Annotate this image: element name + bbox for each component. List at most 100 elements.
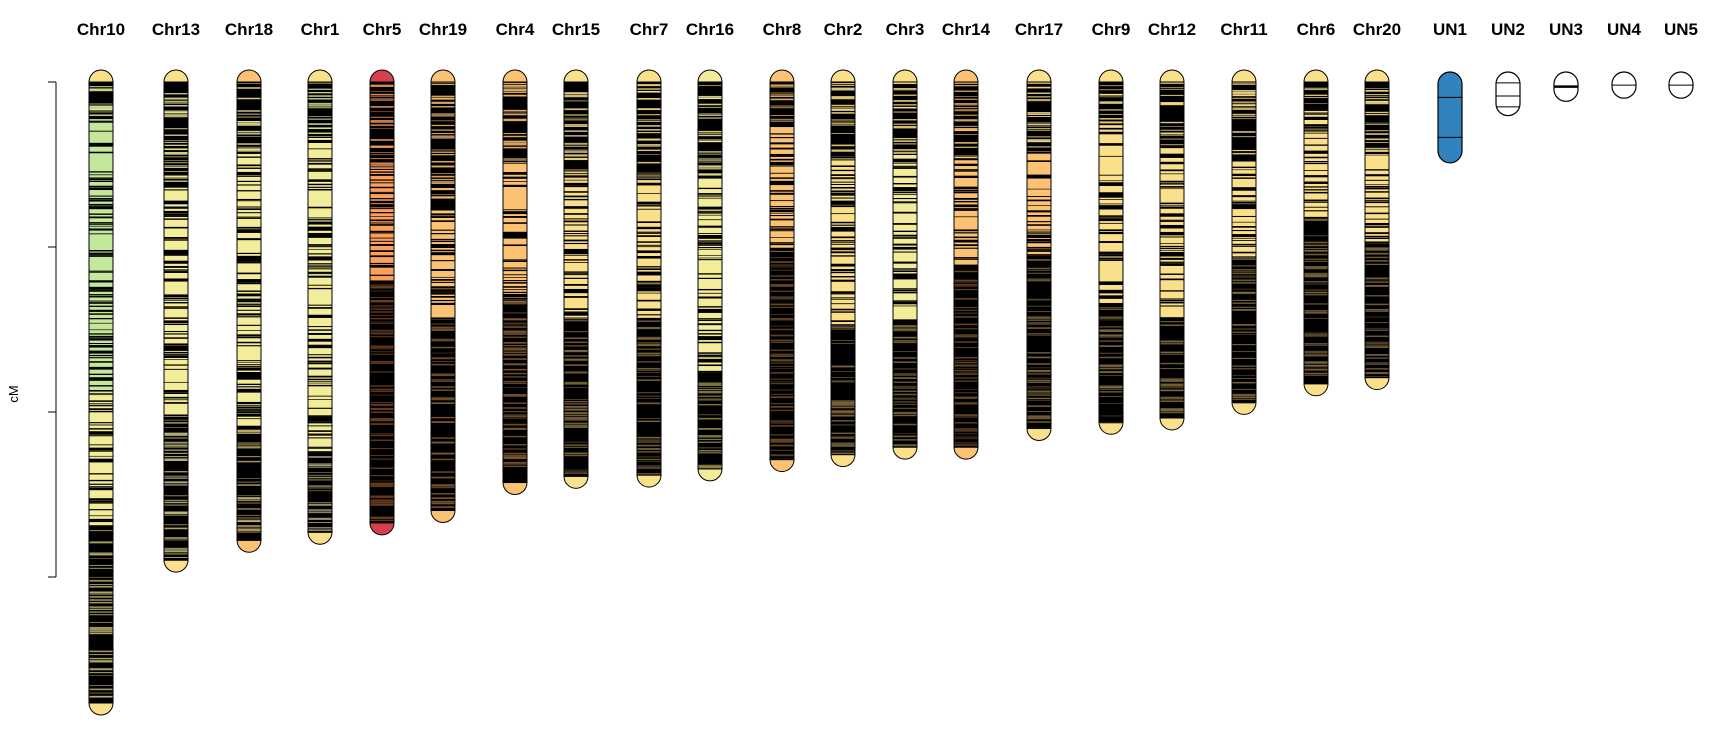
marker-band — [1365, 185, 1389, 188]
marker-band — [1027, 174, 1051, 177]
marker-band — [370, 351, 394, 353]
chromosome-label: Chr11 — [1220, 20, 1267, 39]
marker-band — [503, 185, 527, 188]
marker-band — [1232, 94, 1256, 95]
marker-band — [698, 257, 722, 259]
marker-band — [954, 229, 978, 232]
marker-band — [308, 382, 332, 384]
marker-band — [1304, 235, 1328, 237]
marker-band — [1160, 384, 1184, 385]
marker-band — [89, 343, 113, 344]
chromosome-label: UN4 — [1607, 20, 1642, 39]
marker-band — [1099, 241, 1123, 243]
marker-band — [1027, 356, 1051, 358]
density-zone — [1232, 162, 1256, 259]
marker-band — [308, 395, 332, 397]
marker-band — [1027, 322, 1051, 324]
marker-band — [1304, 368, 1328, 371]
marker-band — [831, 327, 855, 329]
marker-band — [370, 458, 394, 460]
marker-band — [308, 399, 332, 400]
density-zone — [831, 82, 855, 157]
marker-band — [954, 396, 978, 399]
marker-band — [164, 364, 188, 366]
marker-band — [954, 163, 978, 165]
marker-band — [431, 346, 455, 349]
marker-band — [431, 182, 455, 184]
marker-band — [698, 450, 722, 452]
marker-band — [370, 146, 394, 148]
chromosome-label: Chr19 — [419, 20, 467, 39]
marker-band — [564, 114, 588, 116]
marker-band — [831, 404, 855, 406]
marker-band — [370, 499, 394, 501]
marker-band — [698, 370, 722, 373]
marker-band — [237, 200, 261, 202]
marker-band — [954, 158, 978, 161]
marker-band — [831, 178, 855, 180]
marker-band — [89, 596, 113, 597]
marker-band — [89, 502, 113, 504]
telomere-top — [1364, 69, 1390, 83]
marker-band — [164, 165, 188, 166]
marker-band — [1304, 249, 1328, 252]
marker-band — [1027, 388, 1051, 390]
marker-band — [698, 140, 722, 143]
marker-band — [370, 500, 394, 502]
marker-band — [370, 154, 394, 156]
marker-band — [831, 240, 855, 242]
marker-band — [1099, 308, 1123, 310]
marker-band — [370, 116, 394, 118]
marker-band — [503, 94, 527, 97]
marker-band — [503, 277, 527, 278]
marker-band — [308, 354, 332, 356]
telomere-top — [369, 69, 395, 83]
marker-band — [1027, 411, 1051, 413]
marker-band — [831, 84, 855, 86]
marker-band — [431, 352, 455, 354]
chromosome-label: UN3 — [1549, 20, 1583, 39]
marker-band — [954, 324, 978, 326]
marker-band — [237, 259, 261, 262]
marker-band — [503, 232, 527, 233]
marker-band — [503, 464, 527, 466]
marker-band — [164, 93, 188, 95]
marker-band — [1160, 388, 1184, 390]
marker-band — [564, 254, 588, 256]
marker-band — [1160, 129, 1184, 131]
marker-band — [831, 149, 855, 151]
marker-band — [637, 241, 661, 243]
marker-band — [1099, 251, 1123, 254]
marker-band — [954, 197, 978, 200]
marker-band — [564, 149, 588, 151]
marker-band — [237, 229, 261, 232]
marker-band — [893, 276, 917, 278]
marker-band — [89, 621, 113, 623]
marker-band — [1027, 379, 1051, 382]
marker-band — [1160, 383, 1184, 385]
marker-band — [237, 418, 261, 420]
marker-band — [370, 216, 394, 217]
marker-band — [431, 133, 455, 135]
marker-band — [1304, 250, 1328, 252]
marker-band — [503, 244, 527, 247]
marker-band — [237, 429, 261, 431]
marker-band — [1099, 174, 1123, 176]
marker-band — [1232, 118, 1256, 120]
marker-band — [89, 455, 113, 457]
marker-band — [503, 415, 527, 418]
marker-band — [1304, 344, 1328, 346]
marker-band — [308, 463, 332, 465]
marker-band — [1027, 397, 1051, 399]
marker-band — [308, 490, 332, 492]
marker-band — [503, 382, 527, 384]
marker-band — [89, 424, 113, 426]
marker-band — [1160, 411, 1184, 414]
marker-band — [431, 166, 455, 168]
marker-band — [503, 233, 527, 235]
marker-band — [698, 117, 722, 119]
marker-band — [564, 426, 588, 428]
marker-band — [1304, 334, 1328, 336]
marker-band — [370, 346, 394, 348]
